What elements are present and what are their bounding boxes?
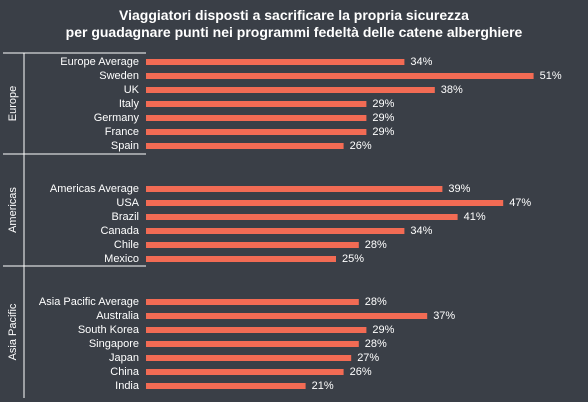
- category-label: Europe Average: [60, 56, 139, 68]
- category-label: Germany: [94, 112, 140, 124]
- category-label: India: [115, 380, 140, 392]
- data-label: 28%: [365, 296, 387, 308]
- data-label: 26%: [350, 366, 372, 378]
- bar: [146, 143, 344, 149]
- data-label: 25%: [342, 253, 364, 265]
- category-label: Americas Average: [50, 183, 139, 195]
- data-label: 38%: [441, 84, 463, 96]
- data-label: 37%: [433, 310, 455, 322]
- category-label: USA: [116, 197, 139, 209]
- bar: [146, 73, 534, 79]
- category-label: Sweden: [99, 70, 139, 82]
- group-label-americas: Americas: [7, 187, 19, 233]
- data-label: 26%: [350, 140, 372, 152]
- data-label: 34%: [410, 56, 432, 68]
- bar: [146, 383, 306, 389]
- data-label: 39%: [448, 183, 470, 195]
- category-label: Australia: [96, 310, 140, 322]
- bar: [146, 355, 352, 361]
- bar: [146, 115, 367, 121]
- bar: [146, 242, 359, 248]
- category-label: Brazil: [111, 211, 139, 223]
- bar: [146, 369, 344, 375]
- bar: [146, 313, 428, 319]
- data-label: 27%: [357, 352, 379, 364]
- data-label: 28%: [365, 239, 387, 251]
- bar: [146, 228, 405, 234]
- category-label: Canada: [100, 225, 139, 237]
- data-label: 29%: [372, 98, 394, 110]
- category-label: South Korea: [78, 324, 140, 336]
- category-label: Italy: [119, 98, 140, 110]
- bar: [146, 341, 359, 347]
- group-label-asia-pacific: Asia Pacific: [7, 303, 19, 360]
- category-label: Singapore: [89, 338, 139, 350]
- bar: [146, 327, 367, 333]
- chart-title-line-1: Viaggiatori disposti a sacrificare la pr…: [119, 7, 469, 23]
- category-label: Chile: [114, 239, 139, 251]
- category-label: Japan: [109, 352, 139, 364]
- chart-title-line-2: per guadagnare punti nei programmi fedel…: [65, 24, 523, 40]
- category-label: Spain: [111, 140, 139, 152]
- data-label: 21%: [312, 380, 334, 392]
- bar: [146, 59, 405, 65]
- data-label: 41%: [464, 211, 486, 223]
- bar: [146, 299, 359, 305]
- category-label: France: [105, 126, 139, 138]
- data-label: 47%: [509, 197, 531, 209]
- bar: [146, 129, 367, 135]
- bar: [146, 214, 458, 220]
- data-label: 51%: [540, 70, 562, 82]
- bar: [146, 186, 443, 192]
- data-label: 28%: [365, 338, 387, 350]
- category-label: Mexico: [104, 253, 139, 265]
- group-label-europe: Europe: [7, 86, 19, 121]
- bar: [146, 256, 336, 262]
- bar: [146, 101, 367, 107]
- category-label: China: [110, 366, 140, 378]
- bar: [146, 87, 435, 93]
- data-label: 29%: [372, 324, 394, 336]
- bar: [146, 200, 504, 206]
- category-label: UK: [124, 84, 140, 96]
- data-label: 29%: [372, 112, 394, 124]
- data-label: 34%: [410, 225, 432, 237]
- data-label: 29%: [372, 126, 394, 138]
- category-label: Asia Pacific Average: [39, 296, 139, 308]
